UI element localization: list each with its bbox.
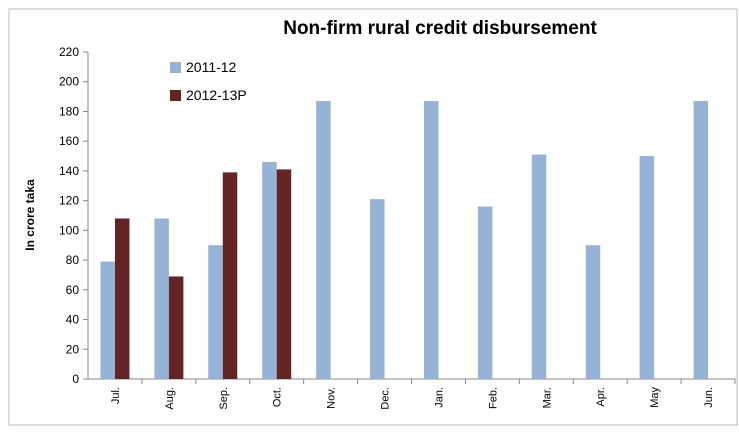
y-tick-label: 160 (59, 134, 79, 148)
y-tick-label: 0 (72, 372, 79, 386)
x-tick-label: Jan. (433, 387, 445, 408)
chart-title: Non-firm rural credit disbursement (283, 18, 597, 39)
x-tick-label: Apr. (595, 387, 607, 407)
legend-label: 2011-12 (186, 59, 237, 75)
y-tick-label: 220 (59, 45, 79, 59)
x-tick-label: Aug. (164, 387, 176, 410)
bar (693, 101, 709, 380)
bar (477, 206, 493, 379)
x-tick-label: Feb. (487, 387, 499, 409)
legend-label: 2012-13P (186, 87, 247, 103)
y-tick-label: 80 (66, 253, 80, 267)
bar (208, 245, 223, 379)
bar (168, 276, 184, 379)
y-tick-label: 20 (66, 342, 80, 356)
y-tick-label: 40 (66, 313, 80, 327)
y-axis-label: In crore taka (23, 179, 37, 251)
x-tick-label: Jul. (110, 387, 122, 404)
bar (423, 101, 439, 380)
bar (639, 156, 655, 379)
bar (154, 218, 169, 379)
bar (316, 101, 331, 380)
bar (531, 154, 547, 379)
bar (114, 218, 130, 379)
bar (262, 161, 277, 379)
x-tick-label: Jun. (703, 387, 715, 408)
legend-swatch (170, 90, 181, 101)
y-tick-label: 200 (59, 75, 79, 89)
legend-swatch (170, 62, 181, 73)
x-tick-label: Nov. (326, 387, 338, 409)
x-tick-label: Dec. (380, 387, 392, 410)
y-tick-label: 140 (59, 164, 79, 178)
x-tick-label: Oct. (272, 387, 284, 407)
y-tick-label: 120 (59, 194, 79, 208)
chart-frame (8, 8, 738, 426)
bar (100, 261, 115, 379)
x-tick-label: Sep. (218, 387, 230, 410)
y-tick-label: 60 (66, 283, 80, 297)
x-tick-label: Mar. (541, 387, 553, 408)
x-tick-label: May (649, 387, 661, 408)
bar (370, 199, 385, 379)
y-tick-label: 180 (59, 104, 79, 118)
bar (585, 245, 601, 379)
y-tick-label: 100 (59, 223, 79, 237)
bar (222, 172, 238, 379)
bar (276, 169, 292, 379)
